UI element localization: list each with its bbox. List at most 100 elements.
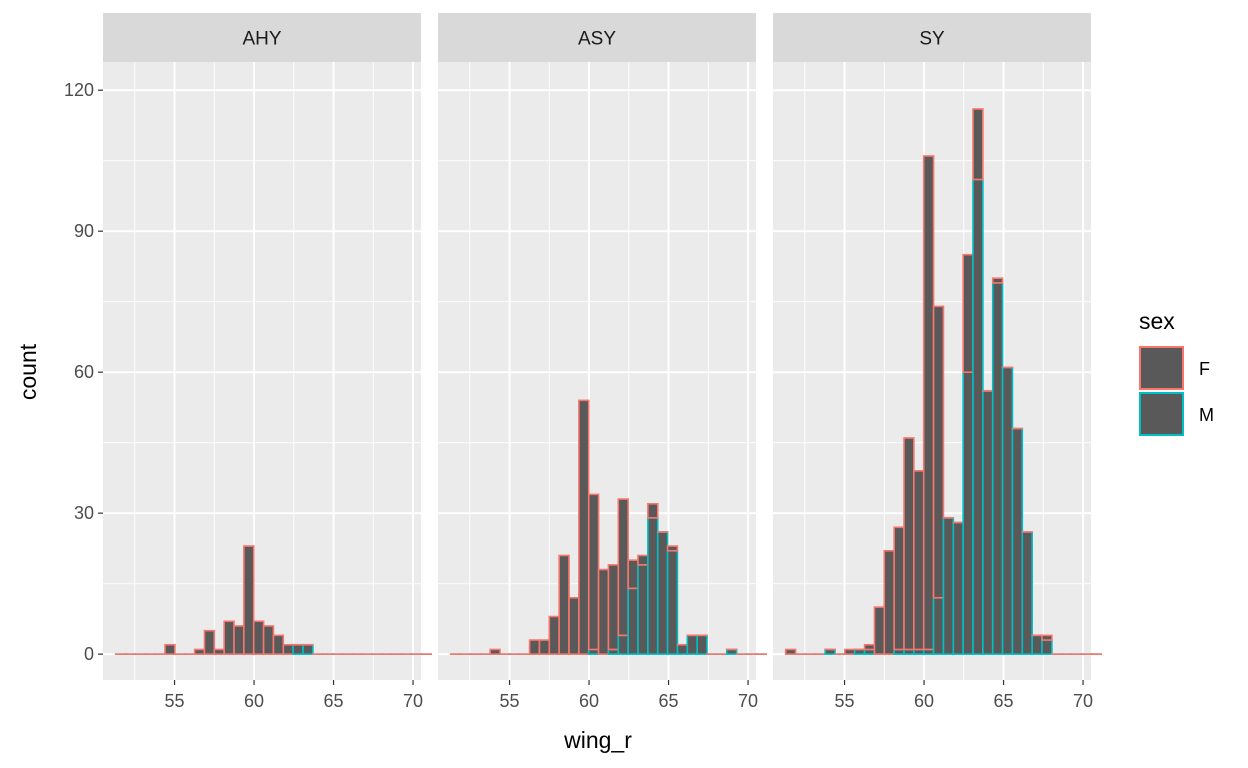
bar-m (647, 517, 659, 655)
bar-m (1001, 366, 1014, 655)
bar-f (784, 648, 797, 655)
x-tick-label: 60 (579, 691, 599, 711)
facet-panel-asy: ASY 55 60 65 70 (438, 13, 767, 711)
bar-f (932, 305, 945, 599)
bar-f (607, 564, 620, 651)
bar-m (972, 178, 984, 655)
bar-f (213, 648, 225, 655)
bar-f (991, 277, 1004, 284)
bar-f (528, 639, 541, 655)
bar-m (627, 587, 639, 655)
bar-f (647, 502, 659, 519)
bar-f (203, 629, 216, 655)
bar-f (568, 596, 580, 655)
bar-f (666, 545, 679, 552)
y-tick-label: 60 (74, 362, 94, 382)
bar-m (686, 634, 698, 655)
facet-panel-ahy: AHY 55 60 65 70 0 30 60 90 120 (64, 13, 432, 711)
bar-f (844, 648, 856, 655)
facet-strip-label: AHY (242, 29, 281, 50)
x-tick-label: 55 (835, 691, 855, 711)
bar-f (617, 498, 629, 637)
bar-f (883, 549, 895, 655)
x-tick-label: 65 (324, 691, 344, 711)
bar-f (587, 493, 600, 651)
bar-m (932, 596, 945, 655)
facet-panel-sy: SY 55 60 65 70 (773, 13, 1102, 711)
bar-m (302, 643, 314, 655)
bar-f (903, 437, 915, 651)
bar-f (863, 643, 876, 651)
panel-background (103, 62, 421, 680)
y-tick-label: 30 (74, 503, 94, 523)
facet-strip-label: ASY (578, 29, 616, 50)
bar-m (1031, 634, 1043, 655)
bar-f (243, 545, 255, 655)
bar-m (991, 282, 1004, 655)
bar-m (696, 634, 708, 655)
bar-f (223, 620, 235, 655)
bar-m (942, 517, 955, 655)
bar-f (913, 470, 925, 651)
bar-f (193, 648, 206, 655)
y-tick-label: 90 (74, 221, 94, 241)
bar-f (489, 648, 501, 655)
bar-f (922, 155, 935, 651)
legend-label-m: M (1199, 405, 1214, 425)
x-tick-label: 60 (244, 691, 264, 711)
bar-f (558, 554, 570, 655)
bar-m (952, 521, 964, 655)
facet-strip-label: SY (919, 29, 945, 50)
bar-f (164, 643, 176, 655)
x-tick-label: 55 (500, 691, 520, 711)
legend: sex F M (1139, 308, 1214, 436)
legend-key-f (1139, 346, 1184, 390)
bar-m (656, 531, 669, 655)
bar-m (1011, 427, 1024, 655)
x-tick-label: 70 (1073, 691, 1093, 711)
bar-f (627, 559, 639, 590)
x-tick-label: 60 (914, 691, 934, 711)
bar-f (1041, 634, 1053, 641)
facet-strip (103, 13, 421, 62)
bar-f (538, 639, 551, 655)
facet-panels: AHY 55 60 65 70 0 30 60 90 120 ASY 55 60 65 70 SY 55 60 65… (64, 13, 1102, 711)
bar-f (548, 615, 560, 655)
x-tick-label: 55 (165, 691, 185, 711)
legend-title: sex (1139, 308, 1175, 334)
bar-f (972, 108, 984, 181)
facet-strip (773, 13, 1091, 62)
bar-f (873, 606, 886, 655)
y-tick-label: 0 (84, 644, 94, 664)
bar-m (637, 564, 649, 655)
bar-f (637, 554, 649, 566)
x-axis-title: wing_r (563, 727, 632, 753)
bar-m (1041, 639, 1053, 655)
bar-m (962, 371, 974, 655)
x-tick-label: 70 (738, 691, 758, 711)
x-tick-label: 65 (994, 691, 1014, 711)
bar-f (962, 253, 974, 373)
bar-m (292, 643, 304, 655)
legend-label-f: F (1199, 359, 1210, 379)
bar-f (262, 625, 275, 655)
x-tick-label: 65 (659, 691, 679, 711)
bar-m (676, 643, 689, 655)
bar-f (578, 399, 590, 655)
bar-m (1021, 531, 1033, 655)
bar-m (617, 634, 629, 655)
bar-f (252, 620, 265, 655)
bar-f (272, 634, 285, 655)
bar-f (893, 526, 905, 651)
bar-m (666, 549, 679, 655)
y-tick-label: 120 (64, 80, 94, 100)
bar-f (282, 643, 294, 655)
facet-strip (438, 13, 756, 62)
x-tick-label: 70 (403, 691, 423, 711)
bar-f (233, 625, 245, 655)
bar-m (982, 390, 994, 655)
y-axis-title: count (15, 343, 41, 400)
bar-f (597, 568, 610, 655)
legend-key-m (1139, 392, 1184, 436)
